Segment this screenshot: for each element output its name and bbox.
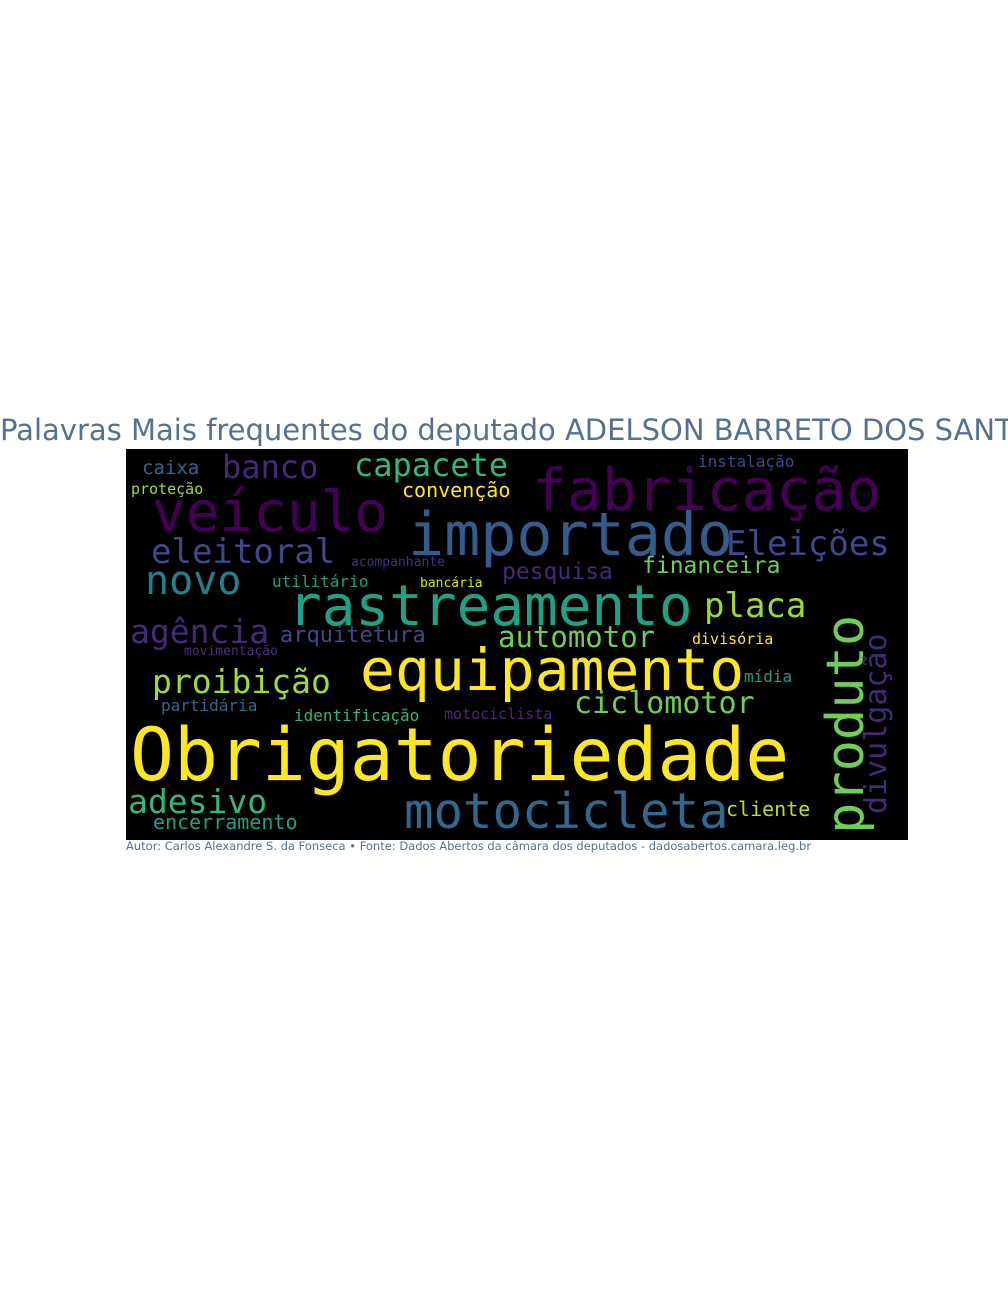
cloud-word: agência [130, 612, 270, 651]
cloud-word: divisória [692, 630, 774, 648]
cloud-word: acompanhante [351, 555, 445, 570]
cloud-word: pesquisa [502, 559, 613, 585]
cloud-word: ciclomotor [574, 686, 755, 721]
cloud-word: automotor [498, 620, 656, 654]
cloud-word: bancária [420, 576, 483, 591]
cloud-word: Obrigatoriedade [130, 713, 790, 798]
cloud-word: fabricação [532, 456, 882, 524]
cloud-word: motocicleta [404, 783, 729, 840]
cloud-word: rastreamento [288, 574, 693, 639]
cloud-word: proteção [131, 480, 204, 498]
cloud-word: encerramento [153, 810, 298, 834]
cloud-word: Eleições [726, 524, 890, 564]
word-cloud: Obrigatoriedade equipamento rastreamento… [126, 449, 908, 840]
cloud-word: caixa [142, 457, 200, 479]
cloud-word: banco [222, 449, 319, 486]
source-caption: Autor: Carlos Alexandre S. da Fonseca • … [126, 839, 812, 853]
cloud-word: cliente [726, 797, 811, 821]
cloud-word: motociclista [444, 705, 553, 723]
cloud-word: identificação [294, 706, 420, 725]
cloud-word: eleitoral [151, 532, 336, 572]
cloud-word: utilitário [272, 572, 369, 591]
cloud-word: veículo [152, 480, 389, 545]
chart-title: Palavras Mais frequentes do deputado ADE… [0, 413, 1008, 447]
cloud-word: convenção [402, 478, 511, 502]
cloud-word: divulgação [859, 633, 894, 814]
cloud-word: partidária [161, 696, 258, 715]
cloud-word: mídia [744, 667, 793, 686]
cloud-word: proibição [152, 662, 331, 701]
cloud-word: instalação [698, 452, 795, 471]
cloud-word: movimentação [184, 644, 278, 659]
cloud-word: placa [704, 586, 807, 626]
cloud-word: novo [145, 558, 242, 604]
cloud-word: capacete [354, 449, 509, 484]
cloud-word: financeira [642, 553, 781, 579]
cloud-word: equipamento [360, 636, 745, 704]
cloud-word: arquitetura [280, 623, 426, 648]
cloud-word: importado [408, 500, 734, 570]
cloud-word: adesivo [128, 782, 268, 821]
